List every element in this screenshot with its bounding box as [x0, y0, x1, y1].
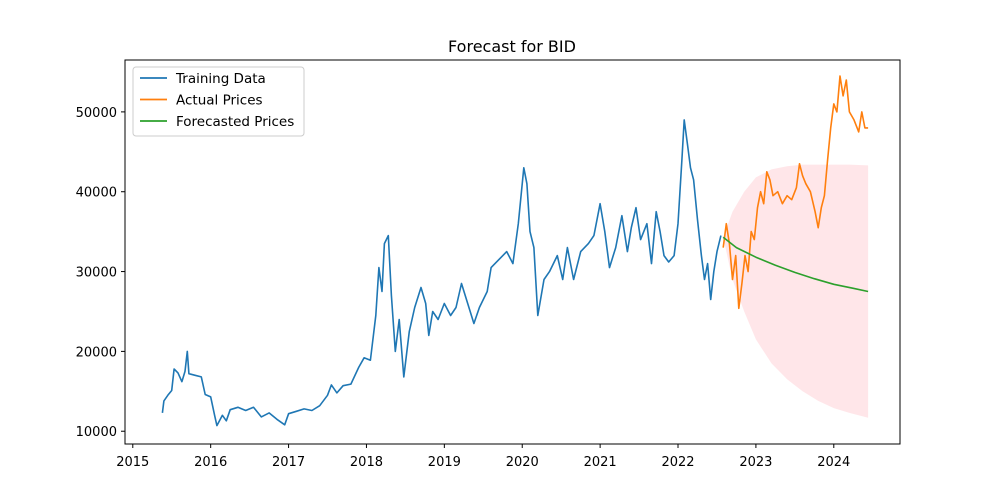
- axes: 2015 2016 2017 2018 2019 2020 2021 2022 2023 2024…: [76, 59, 901, 470]
- legend-box: [132, 66, 305, 137]
- x-tick-label: 2021: [584, 455, 617, 470]
- y-tick-label: 50000: [76, 106, 117, 121]
- legend-label: Training Data: [175, 71, 266, 87]
- confidence-band: [723, 164, 869, 418]
- axes-frame: [124, 59, 901, 445]
- x-tick-label: 2020: [506, 455, 539, 470]
- y-tick-label: 30000: [76, 266, 117, 281]
- chart-title: Forecast for BID: [448, 37, 576, 56]
- legend-label: Actual Prices: [176, 93, 263, 109]
- legend-label: Forecasted Prices: [176, 114, 294, 130]
- x-tick-label: 2017: [272, 455, 305, 470]
- legend: Training Data Actual Prices Forecasted Pri…: [132, 66, 305, 137]
- x-tick-label: 2024: [817, 455, 850, 470]
- x-tick-label: 2015: [116, 455, 149, 470]
- x-tick-label: 2018: [350, 455, 383, 470]
- x-tick-label: 2022: [661, 455, 694, 470]
- plot-area: [161, 75, 869, 427]
- series-line-actual-prices: [722, 75, 869, 310]
- y-tick-label: 20000: [76, 345, 117, 360]
- x-tick-label: 2019: [428, 455, 461, 470]
- x-tick-label: 2023: [739, 455, 772, 470]
- series-line-training-data: [161, 119, 722, 427]
- series-line-forecasted-prices: [722, 236, 869, 293]
- y-tick-label: 10000: [76, 425, 117, 440]
- x-tick-label: 2016: [194, 455, 227, 470]
- y-tick-label: 40000: [76, 186, 117, 201]
